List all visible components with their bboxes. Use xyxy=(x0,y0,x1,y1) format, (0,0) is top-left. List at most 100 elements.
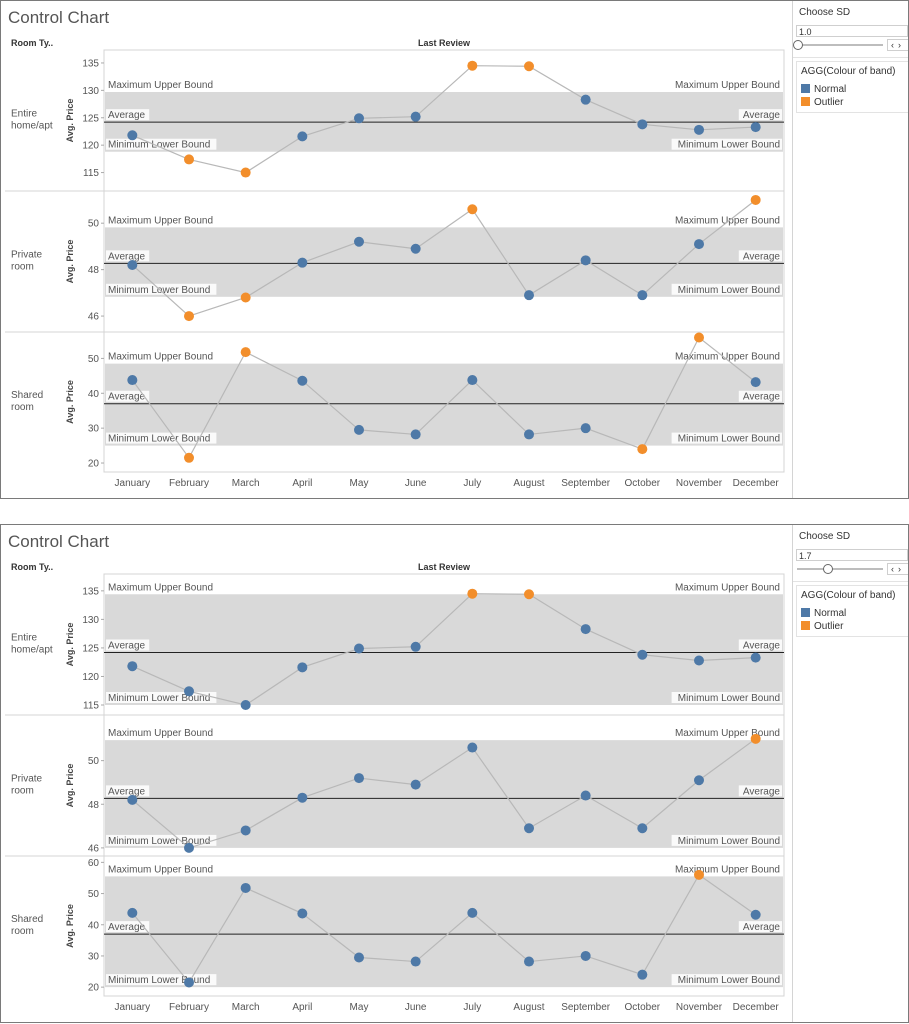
data-point[interactable] xyxy=(297,662,308,673)
data-point[interactable] xyxy=(694,655,704,666)
data-point[interactable] xyxy=(354,113,364,124)
data-point[interactable] xyxy=(297,908,308,919)
data-point[interactable] xyxy=(750,909,761,920)
choose-sd-input[interactable]: 1.0 xyxy=(796,25,908,37)
sd-slider-thumb[interactable] xyxy=(823,564,834,574)
data-point[interactable] xyxy=(580,950,591,961)
data-point[interactable] xyxy=(750,377,761,388)
data-point[interactable] xyxy=(524,290,534,301)
x-tick-label: January xyxy=(115,478,151,489)
data-point[interactable] xyxy=(240,292,251,303)
data-point[interactable] xyxy=(637,444,648,455)
data-point[interactable] xyxy=(184,686,194,697)
data-point[interactable] xyxy=(240,882,251,893)
data-point[interactable] xyxy=(524,823,534,834)
data-point[interactable] xyxy=(354,952,364,963)
data-point[interactable] xyxy=(184,154,194,165)
legend-title: AGG(Colour of band) xyxy=(801,66,896,77)
data-point[interactable] xyxy=(524,61,534,72)
data-point[interactable] xyxy=(694,775,704,786)
data-point[interactable] xyxy=(524,956,534,967)
data-point[interactable] xyxy=(694,869,704,880)
data-point[interactable] xyxy=(580,624,591,635)
legend-item-normal[interactable]: Normal xyxy=(801,84,846,95)
sd-slider-track[interactable] xyxy=(797,568,883,570)
average-label: Average xyxy=(108,786,146,797)
y-tick-label: 115 xyxy=(83,168,99,179)
data-point[interactable] xyxy=(354,773,364,784)
data-point[interactable] xyxy=(580,94,591,105)
data-point[interactable] xyxy=(637,119,648,130)
data-point[interactable] xyxy=(297,131,308,142)
average-label: Average xyxy=(743,786,781,797)
data-point[interactable] xyxy=(410,111,421,122)
data-point[interactable] xyxy=(240,167,251,178)
data-point[interactable] xyxy=(750,122,761,133)
data-point[interactable] xyxy=(467,204,478,215)
data-point[interactable] xyxy=(297,375,308,386)
data-point[interactable] xyxy=(184,842,194,853)
data-point[interactable] xyxy=(410,641,421,652)
data-point[interactable] xyxy=(694,239,704,250)
data-point[interactable] xyxy=(184,452,194,463)
sd-stepper-buttons[interactable]: ‹› xyxy=(887,39,908,51)
legend-item-outlier[interactable]: Outlier xyxy=(801,97,843,108)
plot-frame xyxy=(103,573,785,997)
data-point[interactable] xyxy=(637,290,648,301)
data-point[interactable] xyxy=(184,977,194,988)
data-point[interactable] xyxy=(637,649,648,660)
data-point[interactable] xyxy=(467,375,478,386)
data-point[interactable] xyxy=(127,259,138,270)
data-point[interactable] xyxy=(467,742,478,753)
data-point[interactable] xyxy=(410,956,421,967)
data-point[interactable] xyxy=(750,652,761,663)
data-point[interactable] xyxy=(240,825,251,836)
data-point[interactable] xyxy=(580,423,591,434)
sd-slider-track[interactable] xyxy=(797,44,883,46)
y-tick-label: 135 xyxy=(82,58,99,69)
data-point[interactable] xyxy=(127,375,138,386)
data-point[interactable] xyxy=(524,589,534,600)
data-point[interactable] xyxy=(127,130,138,141)
data-point[interactable] xyxy=(354,643,364,654)
data-point[interactable] xyxy=(410,779,421,790)
min-lower-bound-label: Minimum Lower Bound xyxy=(108,836,210,847)
data-point[interactable] xyxy=(240,700,251,711)
data-point[interactable] xyxy=(297,257,308,268)
data-point[interactable] xyxy=(240,347,251,358)
data-point[interactable] xyxy=(750,194,761,205)
y-tick-label: 50 xyxy=(88,219,100,230)
choose-sd-label: Choose SD xyxy=(799,531,851,542)
data-point[interactable] xyxy=(467,60,478,71)
data-point[interactable] xyxy=(127,661,138,672)
legend-item-outlier[interactable]: Outlier xyxy=(801,621,843,632)
data-point[interactable] xyxy=(410,429,421,440)
data-point[interactable] xyxy=(524,429,534,440)
data-point[interactable] xyxy=(127,907,138,918)
data-point[interactable] xyxy=(410,243,421,254)
y-axis-title: Avg. Price xyxy=(65,240,75,284)
data-point[interactable] xyxy=(750,733,761,744)
data-point[interactable] xyxy=(297,792,308,803)
sd-stepper-buttons[interactable]: ‹› xyxy=(887,563,908,575)
data-point[interactable] xyxy=(127,794,138,805)
data-point[interactable] xyxy=(467,907,478,918)
sd-slider-thumb[interactable] xyxy=(793,40,803,50)
choose-sd-input[interactable]: 1.7 xyxy=(796,549,908,561)
data-point[interactable] xyxy=(467,588,478,599)
data-point[interactable] xyxy=(637,823,648,834)
data-point[interactable] xyxy=(184,311,194,322)
legend-label: Normal xyxy=(814,608,847,619)
data-point[interactable] xyxy=(354,424,364,435)
average-label: Average xyxy=(743,640,781,651)
data-point[interactable] xyxy=(694,124,704,135)
data-point[interactable] xyxy=(694,332,704,343)
data-point[interactable] xyxy=(354,236,364,247)
legend-item-normal[interactable]: Normal xyxy=(801,608,846,619)
data-point[interactable] xyxy=(637,969,648,980)
legend-label: Outlier xyxy=(814,621,844,632)
max-upper-bound-label: Maximum Upper Bound xyxy=(675,582,780,593)
y-tick-label: 46 xyxy=(88,312,100,323)
data-point[interactable] xyxy=(580,255,591,266)
data-point[interactable] xyxy=(580,790,591,801)
